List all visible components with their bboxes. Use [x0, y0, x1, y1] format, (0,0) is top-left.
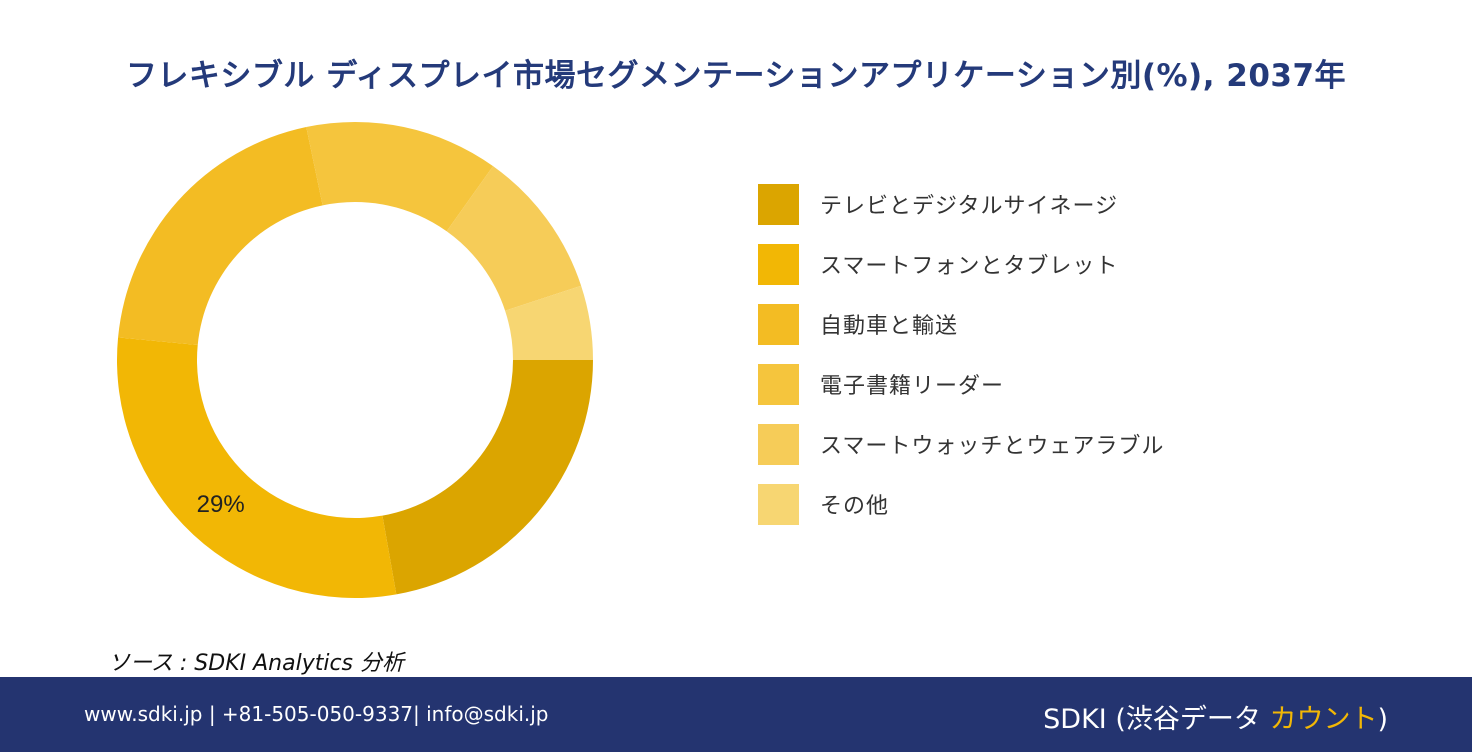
donut-slice-6	[505, 285, 593, 360]
chart-title: フレキシブル ディスプレイ市場セグメンテーションアプリケーション別(%), 20…	[125, 58, 1347, 94]
footer-contact: www.sdki.jp | +81-505-050-9337| info@sdk…	[84, 702, 549, 726]
footer-bar: www.sdki.jp | +81-505-050-9337| info@sdk…	[0, 677, 1472, 752]
legend-swatch	[758, 243, 799, 285]
slice-data-label: 29%	[197, 491, 245, 518]
legend-swatch	[758, 483, 799, 525]
donut-slice-1	[382, 360, 593, 595]
legend-swatch	[758, 423, 799, 465]
legend-swatch	[758, 183, 799, 225]
legend-label: 電子書籍リーダー	[820, 374, 1005, 399]
brand-logo: SDKI (渋谷データ カウント)	[1043, 697, 1388, 736]
chart-legend: テレビとデジタルサイネージ スマートフォンとタブレット 自動車と輸送電子書籍リーダー…	[758, 183, 1165, 544]
donut-slice-5	[446, 166, 582, 311]
donut-slice-2	[117, 337, 397, 598]
source-note: ソース : SDKI Analytics 分析	[108, 651, 405, 676]
legend-label: その他	[820, 494, 890, 519]
legend-item: その他	[758, 483, 1164, 525]
legend-label: スマートフォンとタブレット	[820, 254, 1119, 279]
legend-item: 電子書籍リーダー	[758, 363, 1164, 405]
legend-item: テレビとデジタルサイネージ	[758, 183, 1164, 225]
legend-label: スマートウォッチとウェアラブル	[820, 434, 1165, 459]
legend-swatch	[758, 363, 799, 405]
legend-item: スマートフォンとタブレット	[758, 243, 1164, 285]
donut-slice-4	[306, 122, 494, 232]
legend-label: テレビとデジタルサイネージ	[820, 194, 1119, 219]
legend-item: 自動車と輸送	[758, 303, 1164, 345]
legend-label: 自動車と輸送	[820, 314, 959, 339]
brand-main: SDKI (渋谷データ	[1043, 704, 1270, 735]
donut-chart: 29%	[117, 122, 593, 598]
legend-item: スマートウォッチとウェアラブル	[758, 423, 1165, 465]
legend-swatch	[758, 303, 799, 345]
brand-accent: カウント	[1269, 704, 1378, 735]
donut-slice-3	[118, 127, 323, 345]
brand-close: )	[1377, 704, 1388, 735]
